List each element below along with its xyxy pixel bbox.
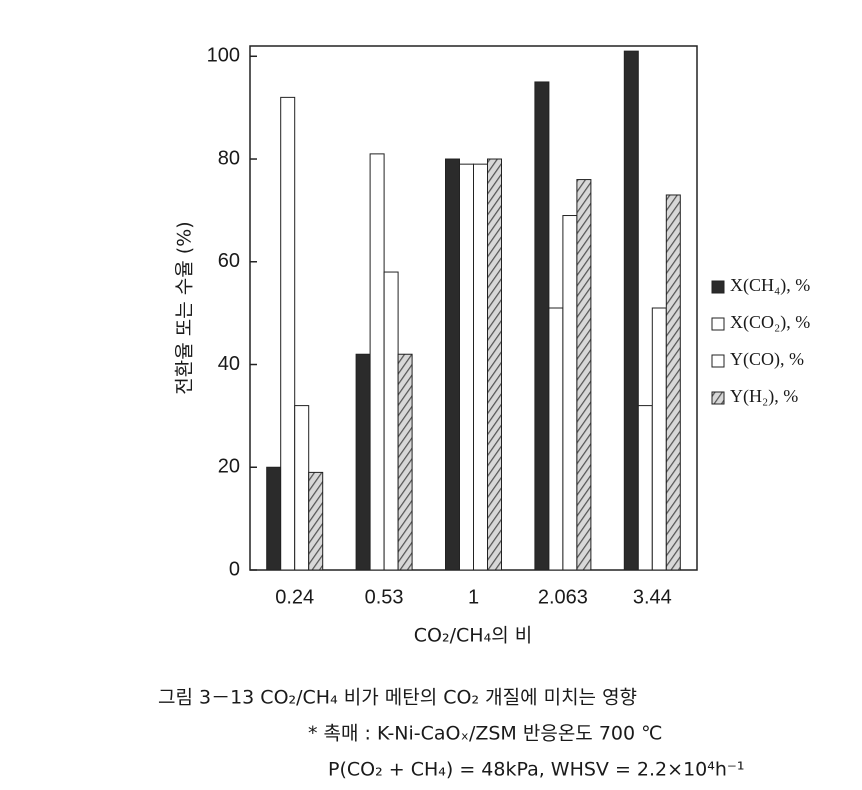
x-tick-label: 3.44: [633, 586, 672, 608]
legend-swatch: [711, 354, 725, 368]
y-tick-label: 60: [218, 250, 240, 272]
caption-note: P(CO₂ + CH₄) = 48kPa, WHSV = 2.2×10⁴h⁻¹: [328, 759, 745, 781]
bar: [651, 307, 667, 571]
legend-swatch: [711, 391, 725, 405]
bar: [623, 50, 639, 571]
caption-note: * 촉매 : K-Ni-CaOₓ/ZSM 반응온도 700 ℃: [308, 723, 662, 745]
bar: [562, 215, 578, 571]
legend-label: Y(H₂), %: [730, 386, 798, 407]
bar: [445, 158, 460, 571]
legend-swatch: [711, 317, 725, 331]
bar: [487, 158, 502, 571]
y-tick-label: 100: [207, 45, 240, 67]
legend-swatch: [711, 280, 725, 294]
bar: [397, 353, 413, 571]
x-axis-label: CO₂/CH₄의 비: [414, 625, 532, 647]
legend-label: Y(CO), %: [730, 349, 804, 370]
legend-label: X(CH₄), %: [730, 275, 810, 296]
y-tick-label: 80: [218, 147, 240, 169]
bar: [266, 466, 282, 571]
y-axis-label: 전환율 또는 수율 (%): [174, 221, 196, 394]
x-tick-label: 0.53: [365, 586, 404, 608]
bar: [308, 471, 324, 571]
bar: [576, 179, 592, 571]
y-tick-label: 20: [218, 456, 240, 478]
x-tick-label: 1: [468, 586, 479, 608]
y-tick-label: 0: [229, 558, 240, 580]
caption-title: 그림 3－13 CO₂/CH₄ 비가 메탄의 CO₂ 개질에 미치는 영향: [158, 687, 637, 709]
bar: [473, 163, 488, 571]
bar: [637, 405, 653, 571]
bar: [355, 353, 371, 571]
bar: [369, 153, 385, 571]
legend-label: X(CO₂), %: [730, 312, 810, 333]
x-tick-label: 2.063: [538, 586, 588, 608]
x-tick-label: 0.24: [275, 586, 314, 608]
bar: [383, 271, 399, 571]
y-tick-label: 40: [218, 353, 240, 375]
bar: [548, 307, 564, 571]
bar: [534, 81, 550, 571]
bar: [665, 194, 681, 571]
bar: [459, 163, 474, 571]
bar: [280, 96, 296, 571]
bar: [294, 405, 310, 571]
